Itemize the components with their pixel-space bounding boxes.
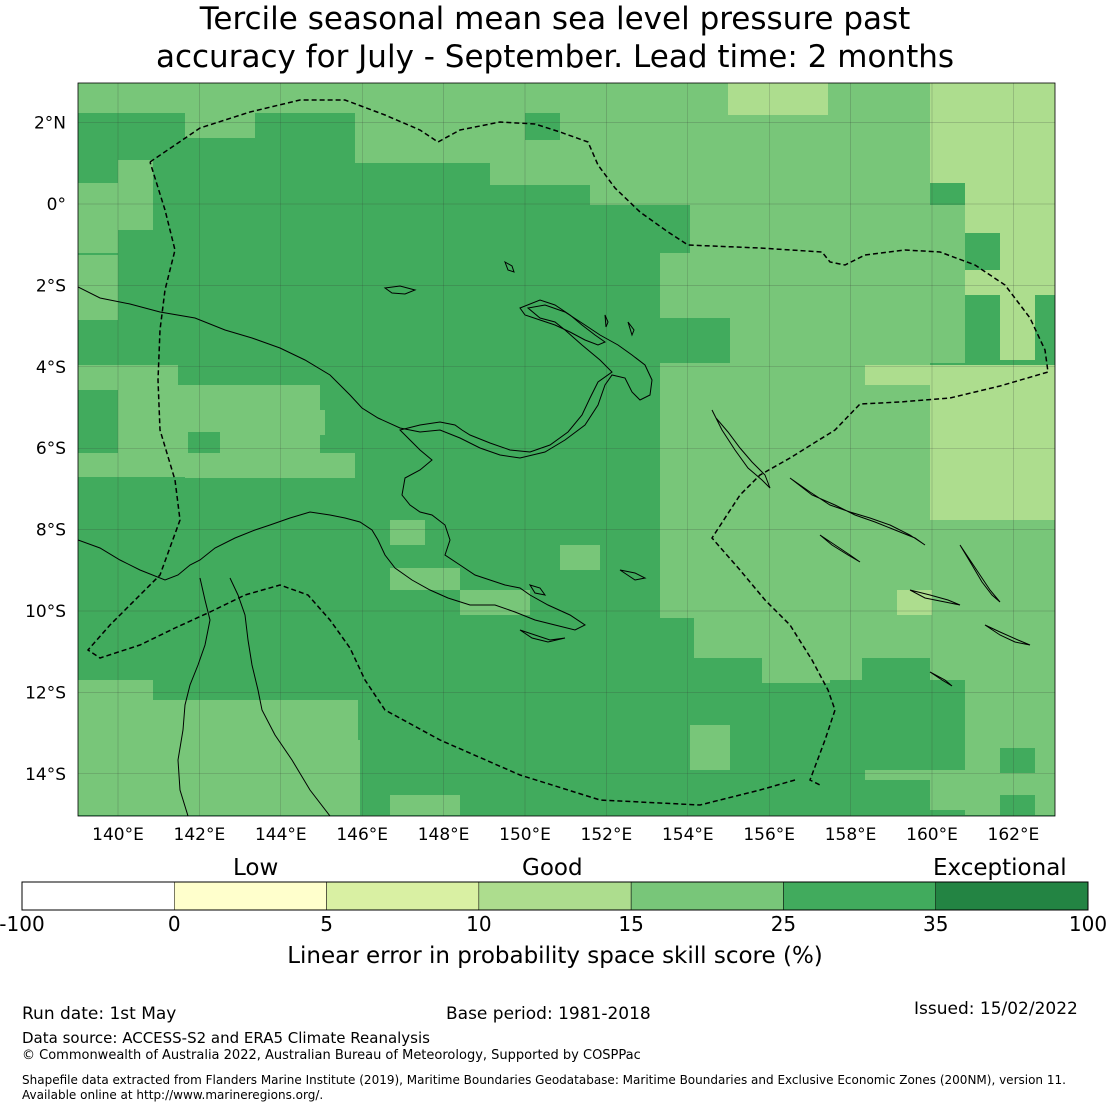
- skill-cells: [78, 83, 1055, 815]
- longitude-tick-labels: 140°E 142°E 144°E 146°E 148°E 150°E 152°E 154°E…: [92, 825, 1039, 845]
- longitude-tick-label: 146°E: [336, 825, 388, 845]
- skill-cell: [865, 365, 1055, 385]
- new-britain-coastline: [519, 299, 607, 346]
- skill-cell: [690, 205, 965, 253]
- colorbar-tick-label: 35: [922, 912, 949, 936]
- copyright: © Commonwealth of Australia 2022, Austra…: [22, 1048, 641, 1063]
- colorbar-tick-label: 5: [320, 912, 333, 936]
- colorbar-label: Linear error in probability space skill …: [287, 943, 823, 969]
- longitude-tick-label: 144°E: [255, 825, 307, 845]
- bismarck-islands-coastline: [383, 260, 647, 643]
- skill-cell: [830, 680, 865, 780]
- skill-cell: [78, 183, 118, 253]
- skill-cell: [285, 453, 355, 478]
- eez-boundaries: [86, 99, 1049, 806]
- skill-cell: [390, 795, 460, 815]
- skill-cell: [255, 410, 325, 435]
- solomon-islands-coastline: [711, 409, 1031, 687]
- longitude-tick-label: 162°E: [988, 825, 1040, 845]
- skill-cell: [965, 183, 1055, 233]
- skill-cell: [660, 453, 730, 498]
- colorbar-tick-label: 25: [770, 912, 797, 936]
- longitude-tick-label: 158°E: [825, 825, 877, 845]
- longitude-tick-label: 150°E: [499, 825, 551, 845]
- colorbar-tick-label: -100: [0, 912, 45, 936]
- skill-cell: [1000, 795, 1035, 815]
- skill-cell: [490, 140, 590, 185]
- shapefile-credit-line-1: Shapefile data extracted from Flanders M…: [22, 1073, 1066, 1087]
- run-date: Run date: 1st May: [22, 1004, 177, 1024]
- longitude-tick-label: 140°E: [92, 825, 144, 845]
- longitude-tick-label: 152°E: [581, 825, 633, 845]
- grid-lines: [78, 83, 1055, 816]
- australia-coastline: [177, 577, 331, 816]
- skill-cell: [694, 618, 944, 658]
- latitude-tick-label: 2°N: [34, 114, 66, 134]
- png-eez-boundary: [86, 99, 1049, 806]
- skill-cell: [250, 740, 360, 815]
- skill-cell: [78, 83, 568, 113]
- latitude-tick-label: 4°S: [36, 358, 66, 378]
- colorbar-tick-label: 10: [466, 912, 492, 936]
- skill-cell: [1000, 748, 1035, 773]
- skill-cell: [865, 680, 965, 770]
- colorbar-tick-label: 15: [618, 912, 644, 936]
- new-guinea-coastline: [78, 286, 653, 631]
- category-low: Low: [233, 855, 279, 881]
- data-source: Data source: ACCESS-S2 and ERA5 Climate …: [22, 1029, 430, 1047]
- latitude-tick-labels: 2°N 0° 2°S 4°S 6°S 8°S 10°S 12°S 14°S: [25, 114, 66, 785]
- colorbar-tick-label: 0: [167, 912, 181, 936]
- skill-cell: [185, 453, 285, 478]
- skill-cell: [690, 725, 730, 770]
- shapefile-credit-line-2: Available online at http://www.marinereg…: [22, 1088, 324, 1102]
- skill-cell: [728, 83, 828, 115]
- skill-cell: [78, 255, 118, 320]
- skill-cell: [660, 318, 730, 363]
- longitude-tick-label: 148°E: [418, 825, 470, 845]
- skill-cell: [930, 83, 1055, 183]
- colorbar-tick-label: 100: [1068, 912, 1108, 936]
- category-good: Good: [522, 855, 583, 881]
- chart-title: Tercile seasonal mean sea level pressure…: [0, 0, 1110, 76]
- latitude-tick-label: 10°S: [25, 602, 66, 622]
- title-line-2: accuracy for July - September. Lead time…: [155, 39, 955, 75]
- base-period: Base period: 1981-2018: [446, 1004, 651, 1024]
- longitude-tick-label: 142°E: [174, 825, 226, 845]
- skill-cell: [390, 520, 425, 545]
- title-line-1: Tercile seasonal mean sea level pressure…: [199, 1, 911, 37]
- skill-cell: [560, 545, 600, 570]
- skill-cell: [930, 475, 965, 520]
- latitude-tick-label: 8°S: [36, 521, 66, 541]
- skill-cell: [118, 160, 153, 230]
- latitude-tick-label: 0°: [47, 195, 66, 215]
- latitude-tick-label: 2°S: [36, 276, 66, 296]
- latitude-tick-label: 14°S: [25, 765, 66, 785]
- skill-cell: [185, 113, 255, 138]
- latitude-tick-label: 6°S: [36, 439, 66, 459]
- coastlines: [78, 260, 1031, 816]
- category-exceptional: Exceptional: [933, 855, 1067, 881]
- longitude-tick-label: 160°E: [906, 825, 958, 845]
- longitude-tick-label: 154°E: [662, 825, 714, 845]
- skill-cell: [78, 453, 188, 477]
- skill-cell: [728, 453, 933, 498]
- map-frame: [77, 82, 1056, 817]
- skill-cell: [762, 658, 862, 683]
- issued-date: Issued: 15/02/2022: [914, 999, 1078, 1019]
- skill-cell: [660, 498, 930, 618]
- skill-cell: [390, 568, 460, 590]
- skill-cell: [460, 590, 530, 615]
- latitude-tick-label: 12°S: [25, 683, 66, 703]
- longitude-tick-label: 156°E: [743, 825, 795, 845]
